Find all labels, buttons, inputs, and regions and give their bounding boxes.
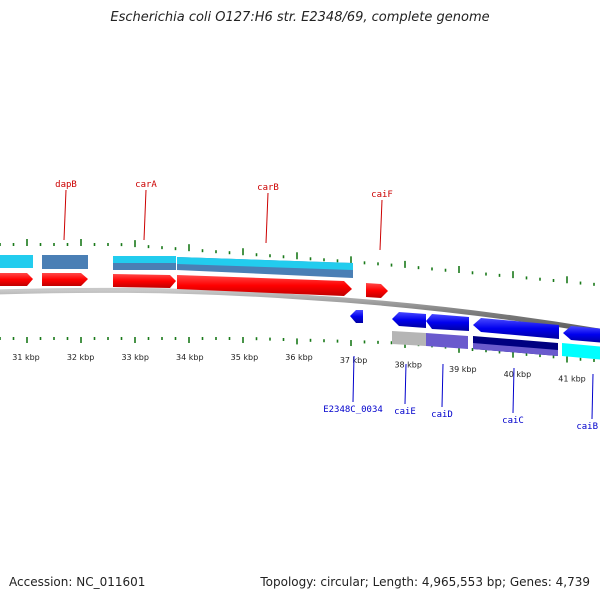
label-leader-dapB bbox=[63, 189, 67, 241]
cds-arrow-carB[interactable] bbox=[177, 275, 352, 296]
cog-bar-carB-top bbox=[177, 257, 353, 270]
gene-label-E2348C_0034[interactable]: E2348C_0034 bbox=[323, 405, 383, 415]
genome-summary-text: Topology: circular; Length: 4,965,553 bp… bbox=[260, 575, 590, 589]
scale-label: 35 kbp bbox=[231, 353, 259, 362]
label-leader-E2348C_0034 bbox=[352, 355, 355, 403]
accession-text: Accession: NC_011601 bbox=[9, 575, 146, 589]
outer-tick-row bbox=[0, 239, 595, 286]
label-leader-caiF bbox=[379, 199, 383, 251]
scale-label: 33 kbp bbox=[121, 353, 149, 362]
cog-bar-caiE[interactable] bbox=[392, 331, 426, 346]
scale-label: 31 kbp bbox=[12, 353, 40, 362]
gene-label-caiC[interactable]: caiC bbox=[502, 416, 524, 426]
cds-arrow-caiD[interactable] bbox=[426, 314, 469, 331]
scale-label: 38 kbp bbox=[394, 360, 422, 369]
cog-bar-caiD[interactable] bbox=[426, 333, 468, 349]
label-leader-carB bbox=[265, 192, 269, 244]
cds-arrow-E2348C_0034[interactable] bbox=[350, 310, 363, 323]
label-leader-caiB bbox=[591, 373, 594, 420]
scale-label: 32 kbp bbox=[67, 353, 95, 362]
cog-bar-carA-top bbox=[113, 256, 176, 263]
label-leader-caiC bbox=[512, 367, 515, 414]
cds-arrow-caiB[interactable] bbox=[563, 326, 600, 343]
gene-label-caiF[interactable]: caiF bbox=[371, 190, 393, 200]
cds-arrow-caiC[interactable] bbox=[473, 318, 559, 339]
gene-label-dapB[interactable]: dapB bbox=[55, 180, 77, 190]
scale-label: 41 kbp bbox=[558, 374, 586, 383]
gene-label-carB[interactable]: carB bbox=[257, 183, 279, 193]
scale-labels: 31 kbp 32 kbp 33 kbp 34 kbp 35 kbp 36 kbp 37 k… bbox=[12, 353, 586, 383]
cog-bar-caiB[interactable] bbox=[562, 343, 600, 360]
cds-arrow-caiE[interactable] bbox=[392, 312, 426, 328]
genome-backbone bbox=[0, 287, 600, 334]
scale-label: 34 kbp bbox=[176, 353, 204, 362]
cog-bar-caiC-low bbox=[473, 343, 558, 356]
cog-bar-leftedge bbox=[0, 255, 33, 268]
inner-tick-row bbox=[0, 337, 595, 363]
cds-arrow-caiF[interactable] bbox=[366, 283, 388, 298]
scale-label: 40 kbp bbox=[504, 370, 532, 379]
cds-arrow-dapB[interactable] bbox=[42, 273, 88, 286]
gene-label-caiD[interactable]: caiD bbox=[431, 410, 453, 420]
label-leader-carA bbox=[143, 189, 147, 241]
label-leader-caiE bbox=[404, 363, 407, 405]
gene-label-caiE[interactable]: caiE bbox=[394, 407, 416, 417]
cog-bar-dapB[interactable] bbox=[42, 255, 88, 269]
genome-title: Escherichia coli O127:H6 str. E2348/69, … bbox=[110, 10, 490, 25]
gene-labels: dapB carA carB caiF E2348C_0034 caiE caiD caiC c… bbox=[55, 180, 598, 432]
gene-label-caiB[interactable]: caiB bbox=[576, 422, 598, 432]
label-leader-caiD bbox=[441, 363, 444, 408]
scale-label: 39 kbp bbox=[449, 365, 477, 374]
gene-label-carA[interactable]: carA bbox=[135, 180, 157, 190]
cds-arrow-leftedge[interactable] bbox=[0, 273, 33, 286]
scale-label: 36 kbp bbox=[285, 353, 313, 362]
cds-arrow-carA[interactable] bbox=[113, 274, 176, 288]
